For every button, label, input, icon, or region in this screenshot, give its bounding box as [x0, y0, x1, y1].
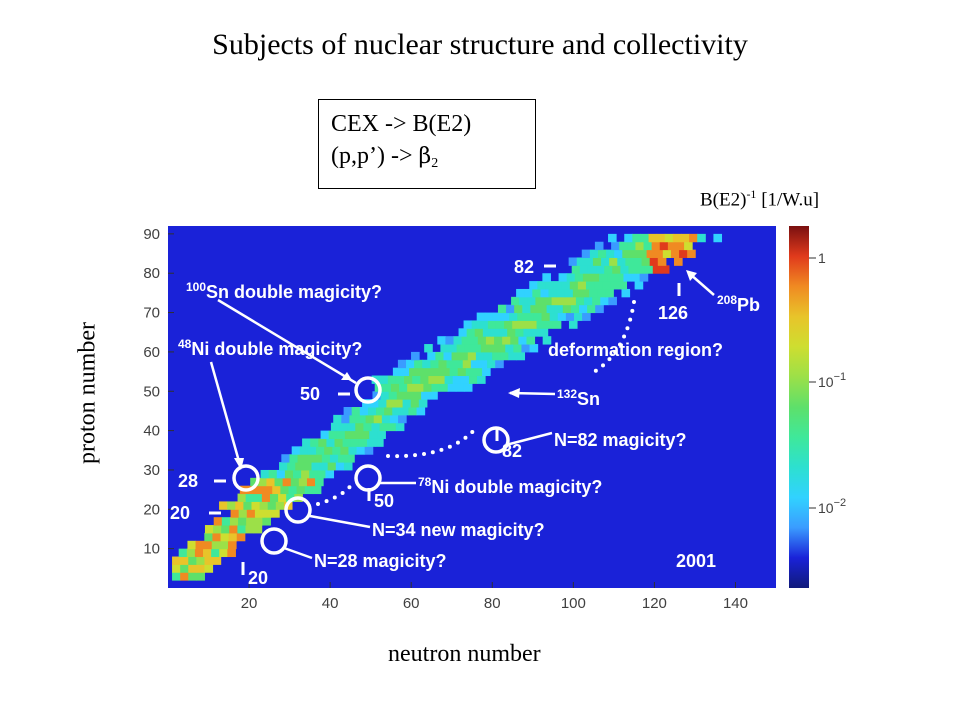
sn100-circle: [354, 376, 382, 404]
pp-line-prefix: (p,p’) ->: [331, 143, 419, 169]
plot-area: [168, 226, 776, 588]
n82-pointer: [505, 431, 553, 447]
n34-circle: [284, 496, 312, 524]
beta-symbol: β: [418, 144, 432, 169]
sn132-annotation: 132Sn: [557, 387, 600, 409]
n126-label: 126: [658, 303, 688, 323]
n28-annotation: N=28 magicity?: [314, 551, 447, 571]
deformation-dotted-curve: [592, 300, 636, 374]
x-tick-label-3: 80: [484, 595, 501, 612]
y-tick-label-6: 70: [143, 305, 160, 322]
deformation-annotation: deformation region?: [548, 340, 723, 360]
n50-label: 50: [374, 491, 394, 511]
ni48-circle: [232, 464, 260, 492]
y-tick-label-8: 90: [143, 226, 160, 243]
y-tick-label-3: 40: [143, 423, 160, 440]
n82-dotted-curve: [386, 426, 478, 459]
ni78-annotation: 78Ni double magicity?: [418, 475, 602, 497]
y-tick-label-4: 50: [143, 383, 160, 400]
n20-label: 20: [248, 568, 268, 588]
x-tick-label-4: 100: [561, 595, 586, 612]
n34-pointer: [309, 514, 371, 529]
n34-dotted-curve: [316, 482, 354, 506]
z82-label: 82: [514, 257, 534, 277]
y-tick-label-1: 20: [143, 501, 160, 518]
x-axis-label: neutron number: [388, 641, 541, 667]
y-tick-label-7: 80: [143, 265, 160, 282]
cex-line: CEX -> B(E2): [331, 111, 472, 137]
sn100-pointer: [217, 298, 357, 385]
y-tick-label-5: 60: [143, 344, 160, 361]
sn100-annotation: 100Sn double magicity?: [186, 280, 382, 302]
sn100-arrowhead: [341, 372, 352, 380]
pb208-arrowhead: [686, 270, 697, 281]
colorbar-title-main: B(E2): [700, 189, 747, 211]
n28-circle: [260, 527, 288, 555]
pb208-pointer: [689, 273, 715, 296]
ni48-arrowhead: [234, 458, 244, 470]
x-tick-label-2: 60: [403, 595, 420, 612]
z28-label: 28: [178, 471, 198, 491]
ni48-annotation: 48Ni double magicity?: [178, 337, 362, 359]
colorbar-title-exponent: -1: [746, 187, 757, 201]
colorbar-tick-label-1: 10−1: [818, 371, 846, 390]
colorbar: [789, 226, 809, 588]
pb208-annotation: 208Pb: [717, 293, 760, 315]
y-tick-label-0: 10: [143, 541, 160, 558]
page-title: Subjects of nuclear structure and collec…: [212, 28, 748, 61]
colorbar-tick-label-0: 1: [818, 250, 826, 266]
ni48-pointer: [209, 361, 242, 466]
colorbar-tick-label-2: 10−2: [818, 497, 846, 516]
x-tick-label-6: 140: [723, 595, 748, 612]
x-tick-label-0: 20: [241, 595, 258, 612]
beta-subscript: 2: [431, 156, 439, 171]
n82-annotation: N=82 magicity?: [554, 430, 687, 450]
z20-label: 20: [170, 503, 190, 523]
nuclide-band: [172, 233, 723, 581]
y-tick-label-2: 30: [143, 462, 160, 479]
n34-annotation: N=34 new magicity?: [372, 520, 545, 540]
colorbar-title: B(E2)-1 [1/W.u]: [700, 187, 819, 211]
x-tick-label-1: 40: [322, 595, 339, 612]
pp-line: (p,p’) -> β2: [331, 140, 535, 180]
sn132-arrowhead: [508, 388, 520, 398]
colorbar-title-unit: [1/W.u]: [756, 189, 820, 211]
n82-label: 82: [502, 441, 522, 461]
method-legend-box: CEX -> B(E2) (p,p’) -> β2: [318, 99, 536, 189]
n28-pointer: [283, 546, 313, 560]
x-tick-label-5: 120: [642, 595, 667, 612]
z50-label: 50: [300, 384, 320, 404]
year-label: 2001: [676, 551, 716, 571]
